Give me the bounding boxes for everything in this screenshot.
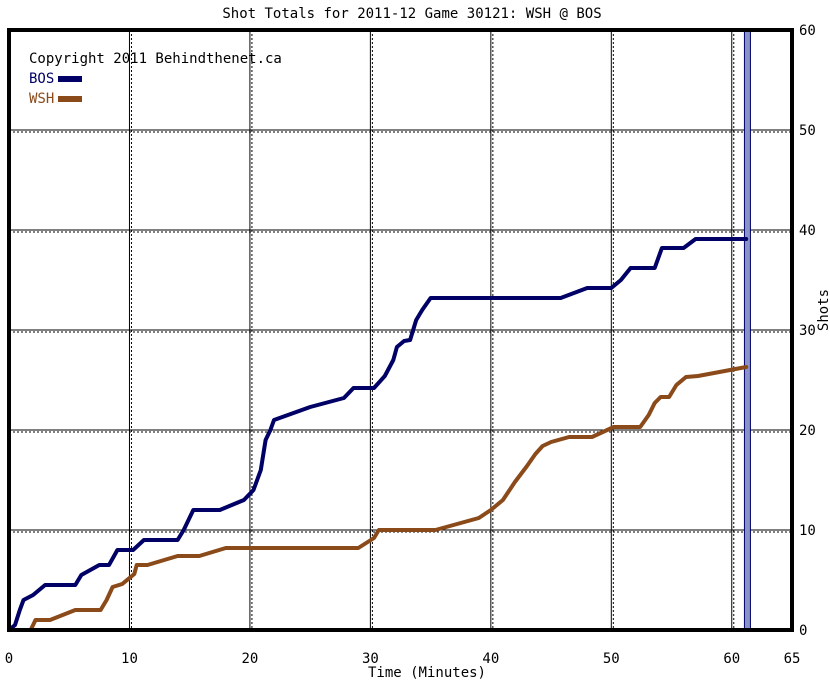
y-tick-label: 60	[799, 23, 816, 39]
x-tick-label: 0	[5, 651, 13, 667]
y-tick-label: 50	[799, 123, 816, 139]
y-tick-label: 40	[799, 223, 816, 239]
series-line-wsh	[7, 365, 749, 632]
copyright-note: Copyright 2011 Behindthenet.ca	[29, 51, 282, 67]
legend-swatch-bos	[58, 76, 82, 82]
x-tick-label: 20	[241, 651, 258, 667]
y-tick-label: 0	[799, 623, 807, 639]
y-axis-label: Shots	[816, 289, 830, 331]
tick-labels: 0 10 20 30 40 50 60 65 0 10 20 30 40 50 60	[5, 23, 816, 667]
game-end-marker	[744, 30, 751, 630]
x-tick-label: 50	[603, 651, 620, 667]
period-markers	[731, 30, 751, 630]
legend-label-bos: BOS	[29, 71, 54, 87]
x-tick-label: 65	[784, 651, 801, 667]
series-line-bos	[7, 237, 749, 632]
y-tick-label: 30	[799, 323, 816, 339]
legend-swatch-wsh	[58, 96, 82, 102]
y-tick-label: 10	[799, 523, 816, 539]
x-axis-label: Time (Minutes)	[368, 665, 486, 680]
series-lines	[7, 237, 749, 632]
x-tick-label: 60	[723, 651, 740, 667]
x-tick-label: 10	[121, 651, 138, 667]
x-tick-label: 30	[362, 651, 379, 667]
y-tick-label: 20	[799, 423, 816, 439]
legend-label-wsh: WSH	[29, 91, 54, 107]
legend: BOS WSH	[29, 71, 82, 107]
grid-lines	[9, 30, 792, 630]
plot-frame	[7, 28, 794, 632]
chart-title: Shot Totals for 2011-12 Game 30121: WSH …	[222, 6, 601, 22]
x-tick-label: 40	[482, 651, 499, 667]
